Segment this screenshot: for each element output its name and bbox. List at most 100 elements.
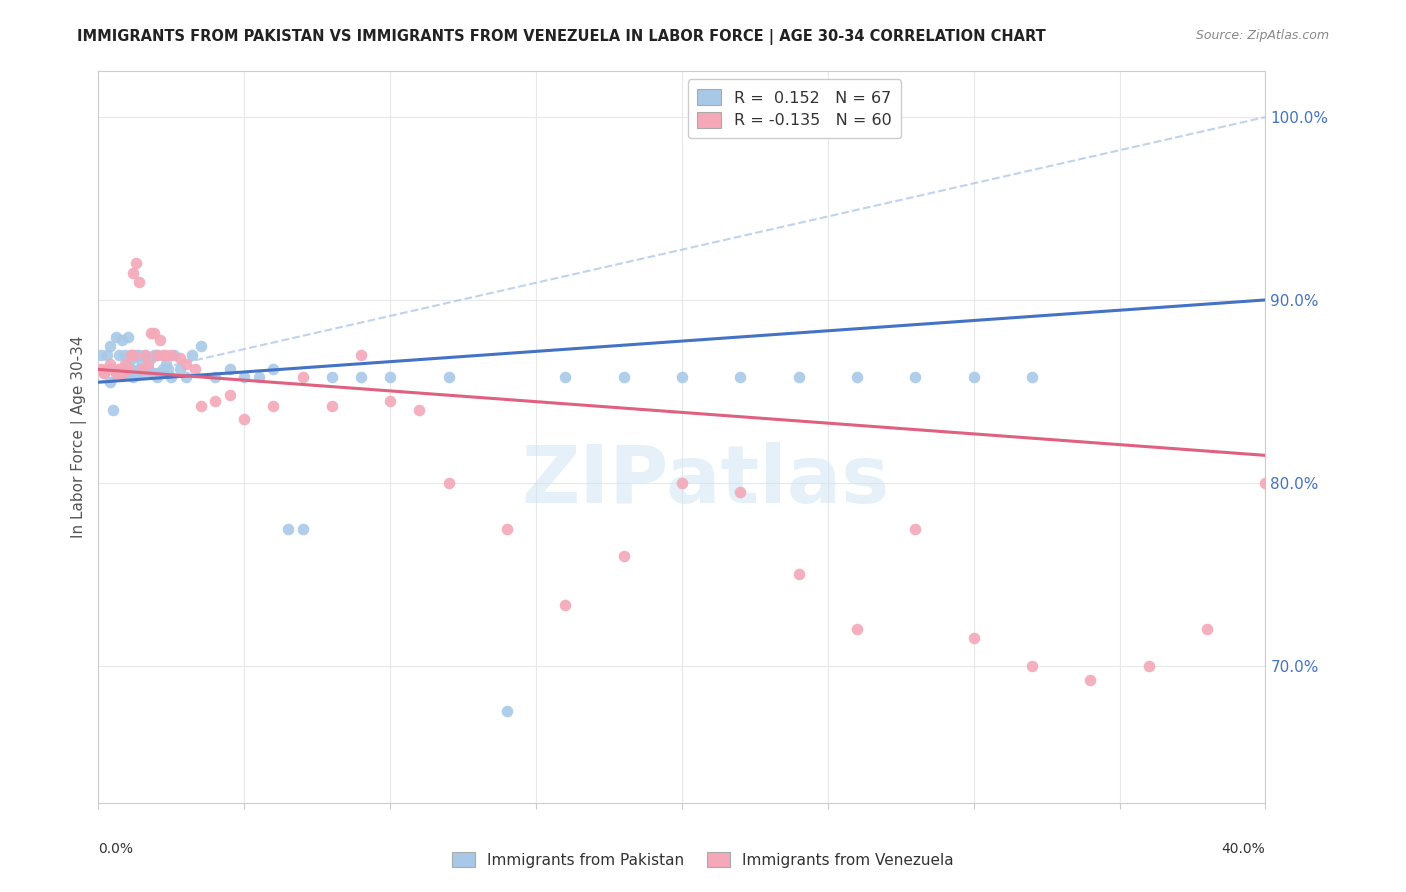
Point	[160, 348, 183, 362]
Point	[117, 362, 139, 376]
Point	[93, 366, 115, 380]
Point	[174, 369, 197, 384]
Point	[134, 348, 156, 362]
Point	[122, 369, 145, 384]
Point	[90, 348, 112, 362]
Point	[104, 366, 127, 380]
Point	[108, 366, 131, 380]
Point	[146, 348, 169, 362]
Point	[111, 366, 134, 380]
Point	[380, 369, 402, 384]
Point	[111, 333, 134, 347]
Point	[104, 329, 127, 343]
Point	[146, 369, 169, 384]
Point	[612, 369, 634, 384]
Point	[437, 369, 460, 384]
Point	[125, 348, 148, 362]
Point	[146, 348, 169, 362]
Point	[183, 362, 205, 376]
Point	[139, 326, 162, 340]
Point	[98, 357, 121, 371]
Point	[149, 333, 172, 347]
Point	[204, 393, 226, 408]
Point	[142, 366, 165, 380]
Point	[149, 366, 172, 380]
Point	[131, 357, 153, 371]
Point	[496, 704, 519, 718]
Point	[155, 357, 177, 371]
Point	[152, 362, 174, 376]
Point	[554, 599, 576, 613]
Point	[96, 348, 118, 362]
Text: ZIPatlas: ZIPatlas	[522, 442, 890, 520]
Point	[111, 362, 134, 376]
Point	[169, 362, 191, 376]
Text: 40.0%: 40.0%	[1222, 842, 1265, 855]
Point	[134, 362, 156, 376]
Point	[122, 351, 145, 366]
Legend: R =  0.152   N = 67, R = -0.135   N = 60: R = 0.152 N = 67, R = -0.135 N = 60	[688, 79, 901, 138]
Point	[277, 521, 299, 535]
Point	[142, 348, 165, 362]
Text: IMMIGRANTS FROM PAKISTAN VS IMMIGRANTS FROM VENEZUELA IN LABOR FORCE | AGE 30-34: IMMIGRANTS FROM PAKISTAN VS IMMIGRANTS F…	[77, 29, 1046, 45]
Point	[120, 348, 142, 362]
Point	[114, 348, 136, 362]
Point	[163, 348, 186, 362]
Point	[904, 369, 927, 384]
Point	[218, 388, 240, 402]
Point	[131, 362, 153, 376]
Point	[291, 521, 314, 535]
Point	[787, 369, 810, 384]
Point	[846, 369, 869, 384]
Point	[350, 348, 373, 362]
Point	[1137, 658, 1160, 673]
Point	[1021, 369, 1043, 384]
Point	[262, 362, 284, 376]
Point	[136, 362, 159, 376]
Point	[108, 362, 131, 376]
Point	[730, 369, 752, 384]
Point	[90, 362, 112, 376]
Point	[93, 366, 115, 380]
Point	[218, 362, 240, 376]
Point	[101, 402, 124, 417]
Point	[612, 549, 634, 563]
Point	[155, 348, 177, 362]
Point	[117, 366, 139, 380]
Point	[114, 366, 136, 380]
Point	[787, 567, 810, 582]
Point	[408, 402, 430, 417]
Text: Source: ZipAtlas.com: Source: ZipAtlas.com	[1195, 29, 1329, 43]
Point	[104, 366, 127, 380]
Point	[136, 357, 159, 371]
Point	[120, 362, 142, 376]
Point	[496, 521, 519, 535]
Point	[101, 362, 124, 376]
Point	[233, 369, 256, 384]
Point	[321, 399, 343, 413]
Point	[139, 366, 162, 380]
Point	[554, 369, 576, 384]
Point	[128, 348, 150, 362]
Point	[98, 375, 121, 389]
Point	[671, 475, 693, 490]
Point	[180, 348, 202, 362]
Point	[125, 256, 148, 270]
Text: 0.0%: 0.0%	[98, 842, 134, 855]
Point	[190, 399, 212, 413]
Point	[98, 338, 121, 352]
Point	[204, 369, 226, 384]
Point	[1021, 658, 1043, 673]
Point	[108, 348, 131, 362]
Point	[120, 348, 142, 362]
Point	[233, 411, 256, 425]
Point	[122, 348, 145, 362]
Point	[128, 362, 150, 376]
Point	[291, 369, 314, 384]
Point	[262, 399, 284, 413]
Point	[1080, 673, 1102, 688]
Point	[134, 348, 156, 362]
Point	[122, 265, 145, 279]
Point	[174, 357, 197, 371]
Point	[117, 357, 139, 371]
